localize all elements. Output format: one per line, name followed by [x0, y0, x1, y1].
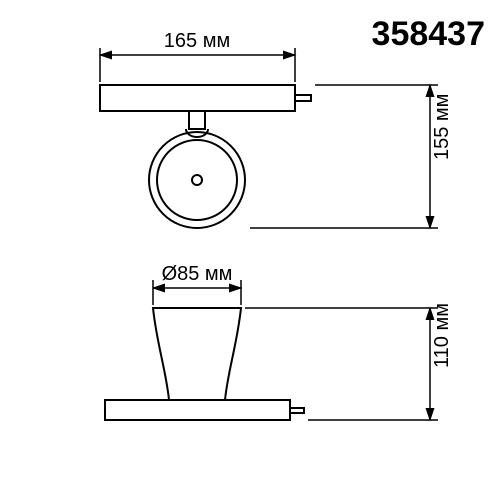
rail-connector [295, 95, 311, 101]
dim-height-top-label: 155 мм [431, 94, 453, 160]
track-rail [100, 85, 295, 111]
lamp-cone [153, 308, 241, 400]
base-connector [290, 408, 304, 413]
dim-height-bottom: 110 мм [245, 303, 453, 420]
arm [189, 111, 205, 129]
dim-width-top: 165 мм [100, 30, 295, 82]
base-rail [105, 400, 290, 420]
lamp-outer [149, 132, 245, 228]
product-code: 358437 [372, 15, 485, 53]
dim-height-top: 155 мм [250, 85, 453, 228]
top-view [100, 85, 311, 228]
dim-diameter: Ø85 мм [153, 263, 241, 305]
dim-width-top-label: 165 мм [164, 30, 230, 52]
bottom-view [105, 308, 304, 420]
lamp-inner [157, 140, 237, 220]
lamp-center [192, 175, 202, 185]
dim-height-bottom-label: 110 мм [431, 303, 453, 368]
dim-diameter-label: Ø85 мм [162, 263, 233, 285]
